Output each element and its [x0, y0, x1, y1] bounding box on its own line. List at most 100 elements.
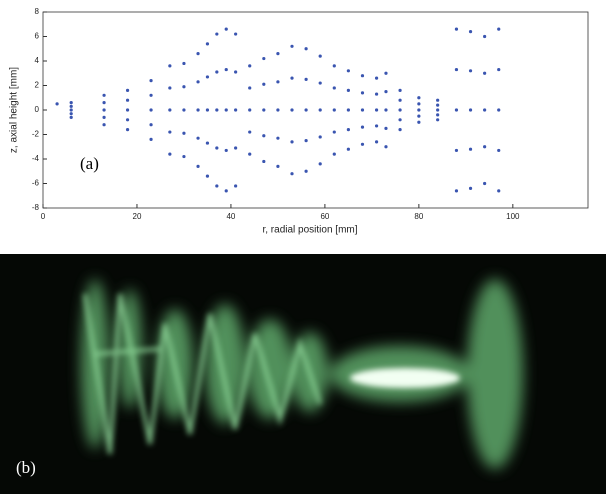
- y-tick-label: 4: [35, 56, 40, 65]
- point: [276, 108, 280, 112]
- point: [149, 123, 153, 127]
- point: [497, 108, 501, 112]
- x-tick-label: 80: [414, 212, 423, 221]
- y-tick-label: 8: [35, 7, 40, 16]
- point: [168, 152, 172, 156]
- point: [168, 130, 172, 134]
- point: [215, 108, 219, 112]
- point: [149, 137, 153, 141]
- point: [234, 32, 238, 36]
- point: [55, 102, 59, 106]
- point: [304, 169, 308, 173]
- point: [398, 128, 402, 132]
- point: [248, 108, 252, 112]
- point: [69, 115, 73, 119]
- point: [224, 27, 228, 31]
- point: [454, 148, 459, 153]
- point: [290, 108, 294, 112]
- point: [374, 108, 379, 112]
- point: [276, 164, 280, 168]
- y-tick-label: 6: [35, 32, 40, 41]
- point: [346, 69, 350, 73]
- y-tick-label: -2: [32, 130, 40, 139]
- point: [497, 27, 501, 31]
- y-tick-label: 2: [35, 81, 40, 90]
- point: [497, 148, 501, 153]
- point: [69, 101, 73, 105]
- point: [318, 54, 322, 58]
- point: [384, 71, 388, 75]
- point: [224, 67, 228, 72]
- point: [262, 108, 266, 112]
- plot-frame: [42, 11, 589, 209]
- point: [483, 108, 487, 112]
- point: [168, 108, 172, 112]
- point: [248, 130, 252, 134]
- point: [384, 145, 388, 149]
- y-axis-label: z, axial height [mm]: [9, 67, 20, 153]
- point: [196, 52, 200, 56]
- point: [168, 64, 172, 68]
- point: [290, 140, 294, 144]
- point: [224, 108, 228, 112]
- point: [346, 108, 350, 112]
- point: [318, 108, 322, 112]
- point: [205, 75, 210, 79]
- point: [483, 34, 487, 39]
- point: [436, 103, 440, 107]
- point: [262, 56, 266, 61]
- point: [454, 189, 459, 193]
- point: [224, 148, 228, 153]
- point: [262, 159, 266, 164]
- point: [102, 101, 106, 105]
- point: [234, 146, 238, 150]
- point: [69, 104, 73, 108]
- photo: (b): [0, 254, 606, 494]
- scatter-chart: r, radial position [mm] z, axial height …: [9, 7, 589, 236]
- point: [182, 85, 186, 89]
- point: [398, 118, 402, 122]
- point: [332, 152, 336, 156]
- point: [454, 108, 459, 112]
- x-axis-label: r, radial position [mm]: [262, 225, 357, 236]
- point: [234, 108, 238, 112]
- point: [182, 61, 186, 66]
- point: [149, 93, 153, 97]
- point: [234, 184, 238, 188]
- x-tick-label: 20: [133, 212, 142, 221]
- point: [262, 134, 266, 138]
- point: [468, 69, 473, 73]
- point: [248, 86, 252, 90]
- bright-core: [350, 368, 460, 388]
- point: [436, 108, 440, 112]
- point: [205, 174, 210, 178]
- point: [304, 77, 308, 81]
- point: [125, 108, 130, 112]
- point: [248, 152, 252, 156]
- y-tick-label: -8: [32, 203, 40, 212]
- point: [360, 91, 365, 95]
- point: [149, 108, 153, 112]
- point: [332, 130, 336, 134]
- point: [196, 108, 200, 112]
- streaks: [83, 293, 322, 455]
- point: [332, 108, 336, 112]
- point: [182, 154, 186, 159]
- point: [398, 98, 402, 102]
- panel-label: (b): [16, 458, 36, 477]
- point: [384, 108, 388, 112]
- point: [125, 88, 130, 92]
- point: [196, 80, 200, 84]
- point: [168, 86, 172, 90]
- point: [318, 162, 322, 166]
- point: [196, 164, 200, 168]
- point: [318, 135, 322, 139]
- point: [360, 108, 365, 112]
- point: [304, 139, 308, 143]
- point: [102, 93, 106, 97]
- point: [215, 146, 219, 150]
- point: [384, 90, 388, 94]
- point: [332, 86, 336, 90]
- point: [360, 142, 365, 146]
